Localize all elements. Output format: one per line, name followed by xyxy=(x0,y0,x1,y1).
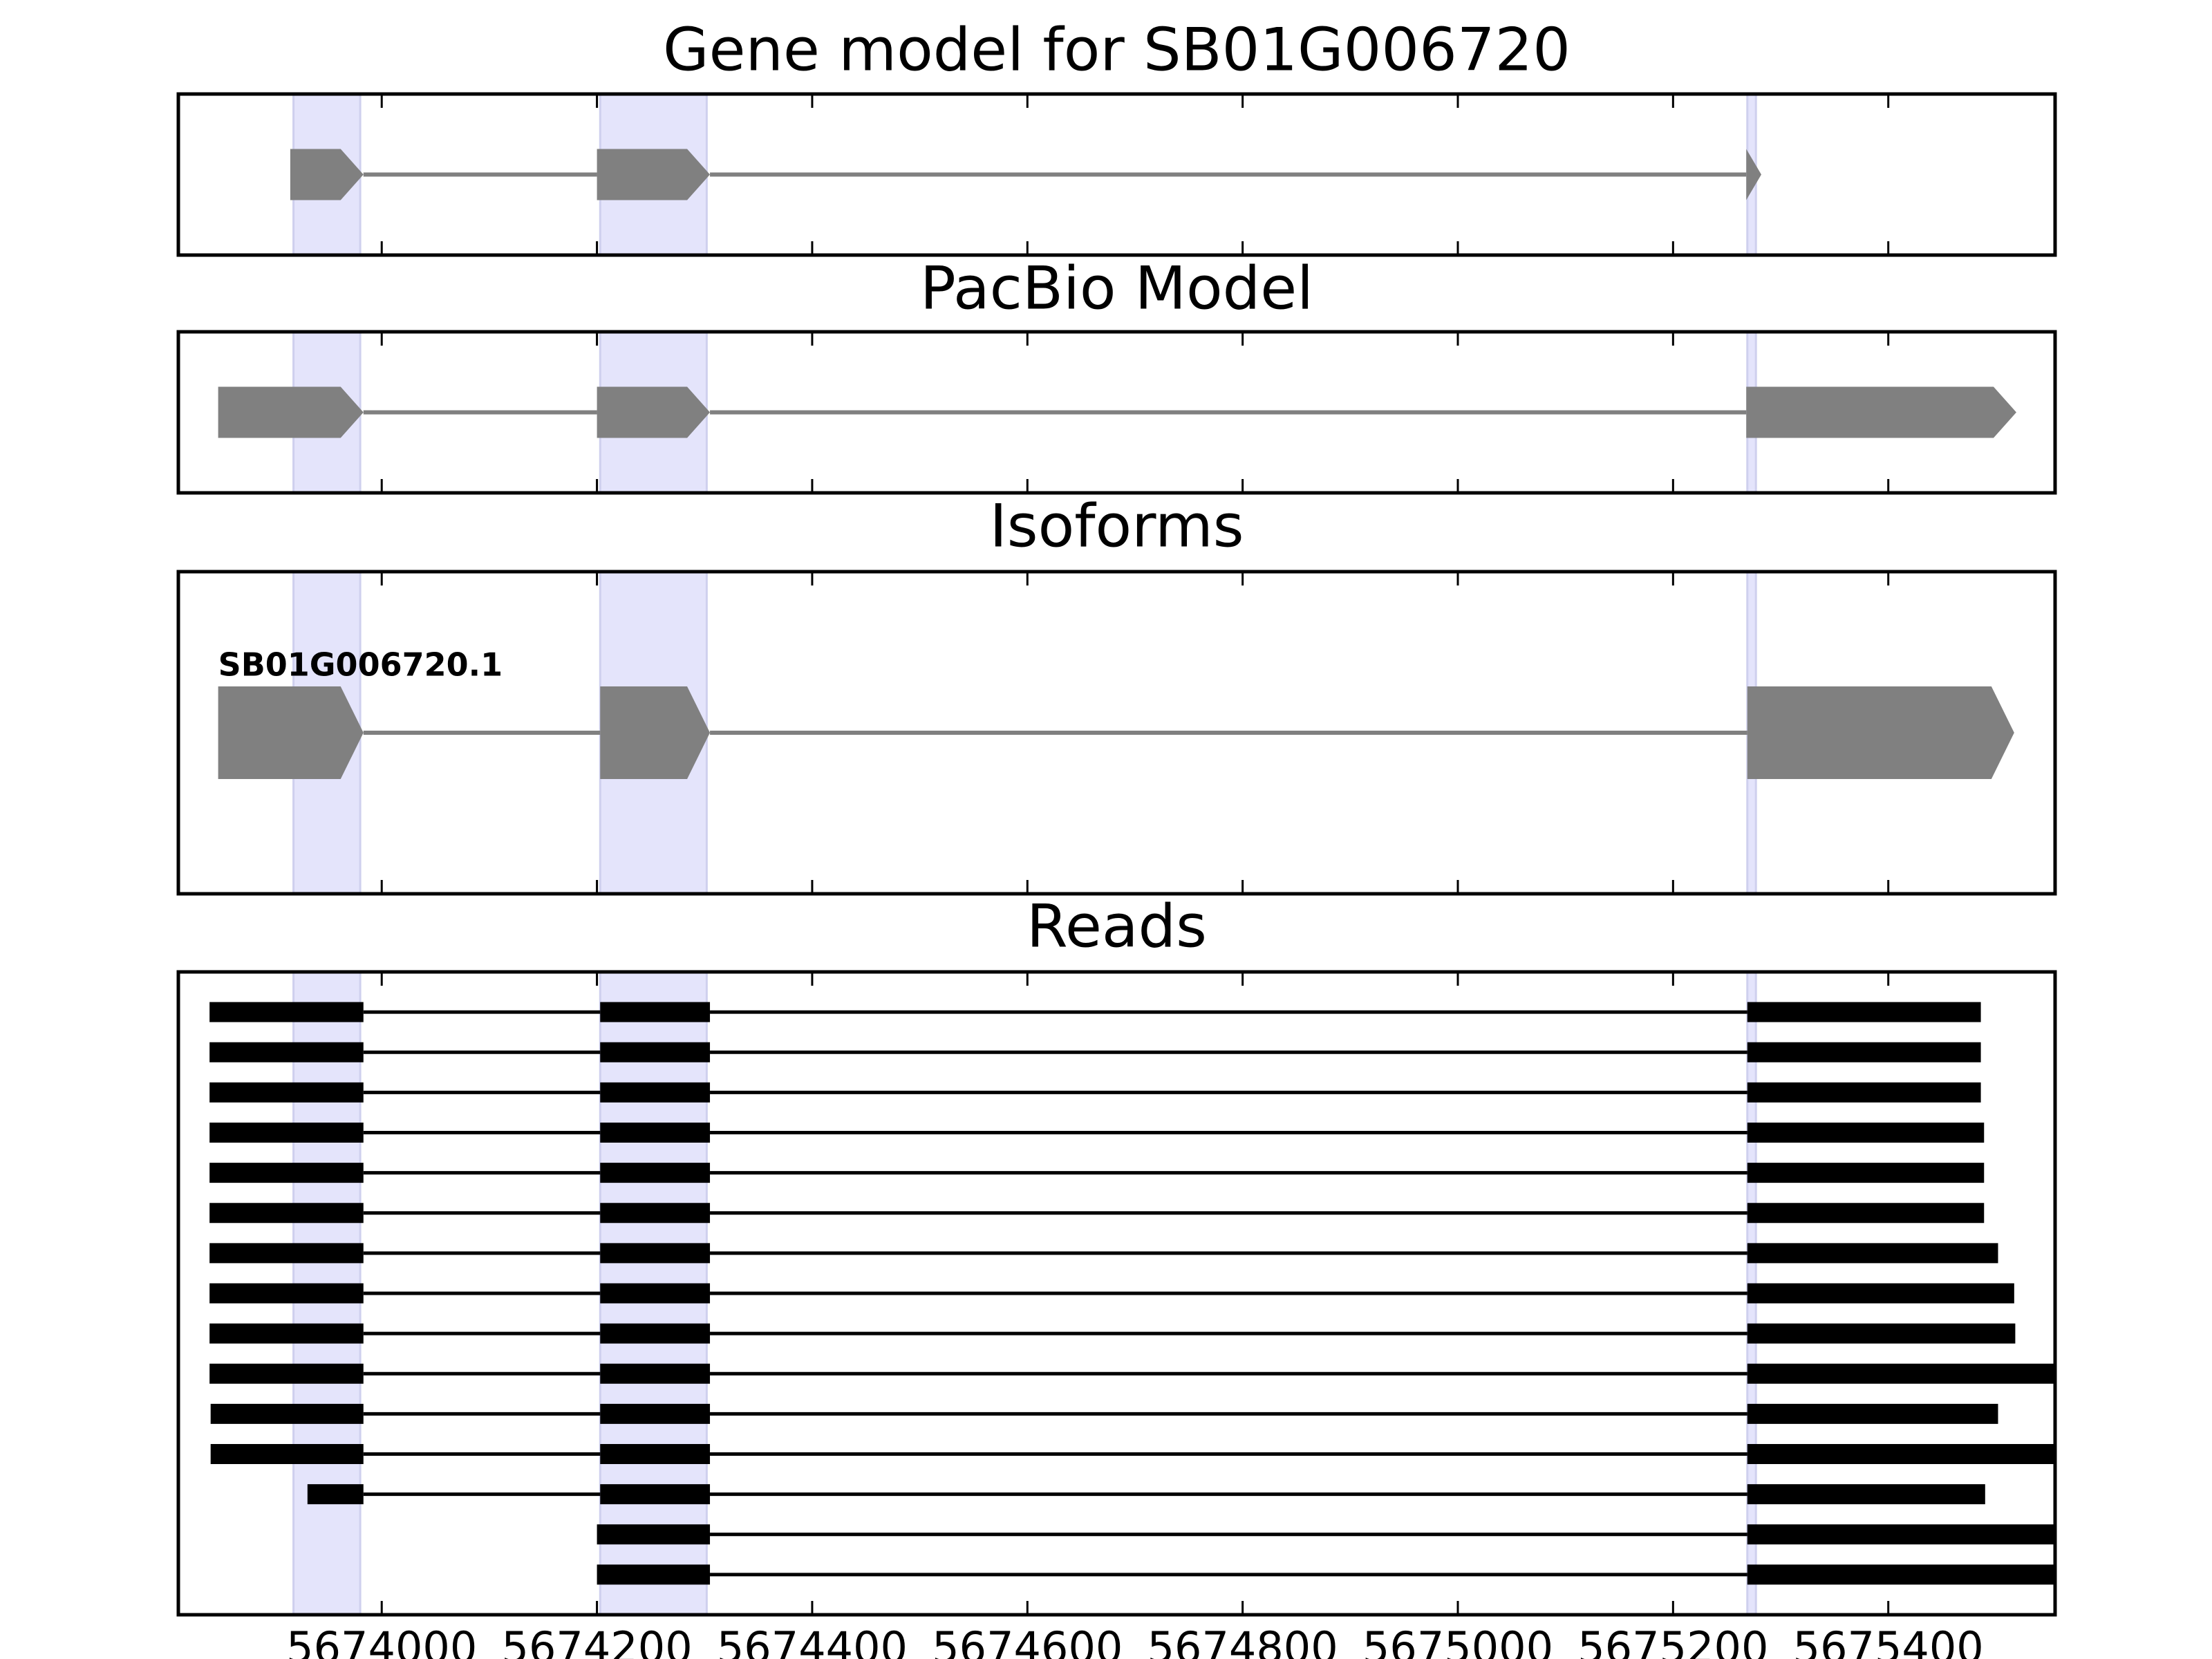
exon xyxy=(1747,1323,2016,1344)
panel-title: Gene model for SB01G006720 xyxy=(663,15,1571,84)
exon xyxy=(600,1363,711,1384)
exon xyxy=(1747,1082,1981,1103)
exon xyxy=(218,686,364,779)
exon xyxy=(209,1363,364,1384)
exon xyxy=(218,386,364,438)
exon xyxy=(209,1002,364,1022)
exon xyxy=(1747,1002,1981,1022)
exon xyxy=(1747,1524,2055,1545)
exon xyxy=(209,1163,364,1183)
exon xyxy=(209,1042,364,1062)
exon xyxy=(209,1243,364,1264)
x-tick-label: 5674800 xyxy=(1147,1622,1338,1659)
feature-label: SB01G006720.1 xyxy=(218,646,503,684)
exon xyxy=(1747,1363,2055,1384)
exon xyxy=(597,1524,711,1545)
panel-frame xyxy=(176,92,2057,257)
exon xyxy=(1747,1203,1985,1224)
exon xyxy=(600,1484,711,1505)
exon xyxy=(600,1403,711,1424)
exon xyxy=(600,1163,711,1183)
exon xyxy=(1746,149,1762,200)
exon xyxy=(1747,1564,2055,1585)
exon xyxy=(209,1123,364,1143)
panel-title: Reads xyxy=(1027,892,1207,961)
panel-frame xyxy=(176,570,2057,896)
exon xyxy=(210,1403,364,1424)
exon xyxy=(1747,1403,1998,1424)
exon xyxy=(1746,386,2016,438)
x-tick-label: 5674400 xyxy=(717,1622,908,1659)
exon xyxy=(1747,1042,1981,1062)
exon xyxy=(209,1082,364,1103)
exon xyxy=(600,1002,711,1022)
panel-frame xyxy=(176,330,2057,495)
exon xyxy=(1747,1123,1985,1143)
exon xyxy=(600,1082,711,1103)
x-tick-label: 5675000 xyxy=(1362,1622,1553,1659)
exon xyxy=(210,1444,364,1464)
exon xyxy=(600,1283,711,1304)
x-tick-label: 5675400 xyxy=(1793,1622,1984,1659)
x-tick-label: 5674000 xyxy=(286,1622,477,1659)
exon xyxy=(600,1323,711,1344)
exon xyxy=(597,149,711,200)
panel-title: PacBio Model xyxy=(920,254,1313,323)
exon xyxy=(1747,1444,2055,1464)
exon xyxy=(597,1564,711,1585)
exon xyxy=(209,1203,364,1224)
panel-frame xyxy=(176,970,2057,1617)
exon xyxy=(1747,1243,1998,1264)
exon xyxy=(600,1042,711,1062)
exon xyxy=(600,1123,711,1143)
x-tick-label: 5674200 xyxy=(502,1622,693,1659)
exon xyxy=(1747,1283,2014,1304)
x-tick-label: 5675200 xyxy=(1577,1622,1768,1659)
exon xyxy=(290,149,364,200)
exon xyxy=(307,1484,364,1505)
exon xyxy=(209,1323,364,1344)
exon xyxy=(597,386,711,438)
exon xyxy=(1747,686,2014,779)
exon xyxy=(209,1283,364,1304)
exon xyxy=(1747,1484,1985,1505)
panel-title: Isoforms xyxy=(989,491,1244,561)
exon xyxy=(600,1203,711,1224)
x-tick-label: 5674600 xyxy=(932,1622,1123,1659)
exon xyxy=(600,686,711,779)
exon xyxy=(600,1243,711,1264)
exon xyxy=(600,1444,711,1464)
exon xyxy=(1747,1163,1985,1183)
